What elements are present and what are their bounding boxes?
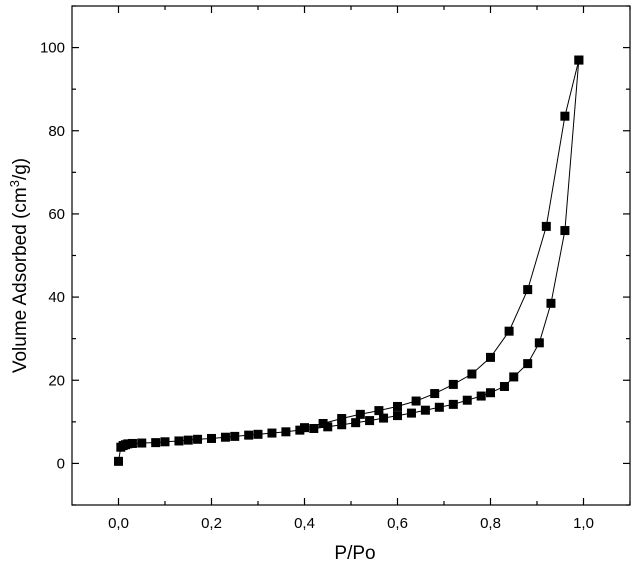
y-tick-label: 80: [48, 123, 65, 140]
data-point: [393, 411, 402, 421]
data-point: [123, 439, 133, 449]
data-point: [337, 420, 347, 430]
data-point: [448, 379, 458, 389]
data-point: [467, 369, 477, 379]
x-tick-label: 0,2: [201, 515, 222, 532]
x-axis-title: P/Po: [334, 543, 375, 564]
data-point: [462, 395, 472, 405]
data-point: [523, 285, 533, 295]
data-point: [337, 414, 347, 424]
data-point: [114, 456, 123, 466]
data-point: [374, 406, 384, 416]
data-point: [151, 438, 161, 448]
data-point: [137, 438, 147, 448]
series-line-0: [118, 60, 580, 462]
data-point: [434, 402, 444, 412]
x-tick-label: 1,0: [573, 515, 594, 532]
data-point: [541, 221, 551, 231]
data-point: [253, 429, 263, 439]
series-line-1: [304, 59, 580, 429]
data-point: [193, 434, 203, 444]
data-point: [207, 433, 216, 443]
data-point: [509, 372, 519, 382]
y-tick-label: 40: [48, 289, 65, 306]
data-point: [220, 432, 230, 442]
data-point: [300, 423, 309, 433]
data-point: [174, 436, 184, 446]
data-point: [365, 416, 375, 426]
plot-frame: [71, 5, 631, 506]
data-point: [560, 111, 570, 121]
x-tick-label: 0,6: [387, 515, 408, 532]
data-point: [406, 408, 416, 418]
y-tick-label: 60: [48, 206, 65, 223]
data-point: [430, 389, 440, 399]
data-point: [476, 391, 486, 401]
y-tick-label: 100: [40, 40, 65, 57]
data-point: [486, 388, 495, 398]
data-point: [411, 396, 421, 406]
data-point: [230, 431, 240, 441]
data-point: [546, 298, 556, 308]
data-point: [504, 326, 514, 336]
data-point: [560, 226, 570, 236]
data-point: [267, 428, 277, 438]
data-point: [183, 435, 193, 445]
data-point: [127, 438, 137, 448]
data-point: [499, 381, 509, 391]
data-point: [355, 409, 365, 419]
data-point: [574, 55, 584, 65]
y-tick-label: 20: [48, 372, 65, 389]
data-point: [486, 352, 495, 362]
data-point: [523, 359, 533, 369]
data-point: [393, 401, 402, 411]
data-point: [448, 399, 458, 409]
data-point: [534, 338, 544, 348]
data-point: [318, 418, 328, 428]
x-tick-label: 0,0: [108, 515, 129, 532]
data-point: [351, 418, 361, 428]
x-tick-label: 0,8: [480, 515, 501, 532]
data-point: [295, 425, 305, 435]
data-point: [379, 413, 389, 423]
x-tick-label: 0,4: [294, 515, 315, 532]
data-point: [309, 423, 319, 433]
y-axis-title: Volume Adsorbed (cm3/g): [7, 158, 32, 373]
data-point: [281, 427, 291, 437]
data-point: [420, 405, 430, 415]
data-point: [323, 422, 333, 432]
data-point: [160, 437, 170, 447]
data-point: [244, 430, 254, 440]
y-tick-label: 0: [57, 455, 65, 472]
